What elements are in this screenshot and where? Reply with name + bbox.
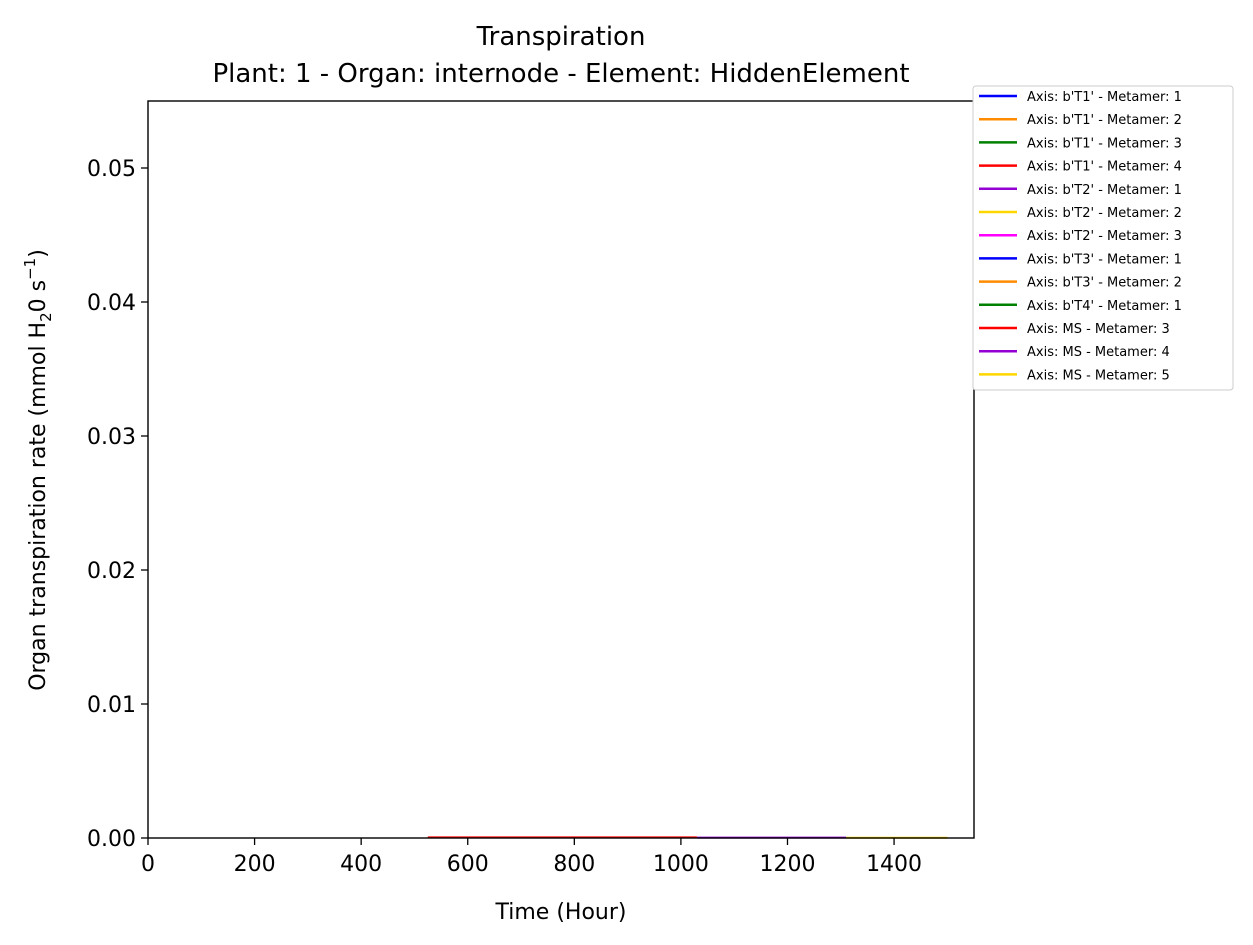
chart-title: Transpiration: [476, 22, 646, 52]
legend-entry: Axis: b'T3' - Metamer: 1: [1027, 252, 1182, 267]
legend-entry: Axis: b'T1' - Metamer: 1: [1027, 90, 1182, 105]
legend-entry: Axis: b'T4' - Metamer: 1: [1027, 299, 1182, 314]
legend-entry: Axis: b'T3' - Metamer: 2: [1027, 276, 1182, 291]
y-tick-label: 0.05: [87, 157, 136, 182]
y-axis-label-part: 2: [37, 312, 55, 322]
legend-entry: Axis: b'T2' - Metamer: 2: [1027, 206, 1182, 221]
y-tick-label: 0.02: [87, 559, 136, 584]
chart-subtitle: Plant: 1 - Organ: internode - Element: H…: [212, 59, 909, 89]
y-axis-label-part: −1: [21, 258, 39, 280]
legend-entry: Axis: b'T1' - Metamer: 2: [1027, 113, 1182, 128]
y-axis-label-part: Organ transpiration rate (mmol H: [26, 322, 51, 691]
y-axis-label-part: ): [26, 249, 51, 258]
legend-frame: [972, 85, 1234, 391]
legend-entry: Axis: b'T2' - Metamer: 1: [1027, 183, 1182, 198]
x-tick-label: 800: [553, 852, 595, 877]
x-axis: 0 200 400 600 800 1000 1200 1400: [141, 838, 922, 877]
legend-entry: Axis: b'T1' - Metamer: 4: [1027, 160, 1182, 175]
legend-entry: Axis: MS - Metamer: 4: [1027, 345, 1170, 360]
x-tick-label: 600: [447, 852, 489, 877]
legend-entry: Axis: b'T2' - Metamer: 3: [1027, 229, 1182, 244]
legend-entry: Axis: MS - Metamer: 3: [1027, 322, 1170, 337]
y-tick-label: 0.00: [87, 827, 136, 852]
x-tick-label: 200: [234, 852, 276, 877]
y-tick-label: 0.01: [87, 693, 136, 718]
x-tick-label: 400: [340, 852, 382, 877]
legend: Axis: b'T1' - Metamer: 1 Axis: b'T1' - Me…: [972, 85, 1234, 391]
y-axis-label-part: 0 s: [26, 280, 51, 312]
x-tick-label: 0: [141, 852, 155, 877]
plot-frame: [147, 100, 975, 839]
legend-entry: Axis: MS - Metamer: 5: [1027, 368, 1170, 383]
legend-entry: Axis: b'T1' - Metamer: 3: [1027, 136, 1182, 151]
y-axis: 0.00 0.01 0.02 0.03 0.04 0.05: [87, 157, 148, 852]
y-tick-label: 0.04: [87, 291, 136, 316]
x-tick-label: 1000: [653, 852, 709, 877]
x-tick-label: 1400: [866, 852, 922, 877]
x-tick-label: 1200: [759, 852, 815, 877]
y-axis-label: Organ transpiration rate (mmol H20 s−1): [21, 249, 55, 691]
x-axis-label: Time (Hour): [495, 900, 627, 925]
y-tick-label: 0.03: [87, 425, 136, 450]
